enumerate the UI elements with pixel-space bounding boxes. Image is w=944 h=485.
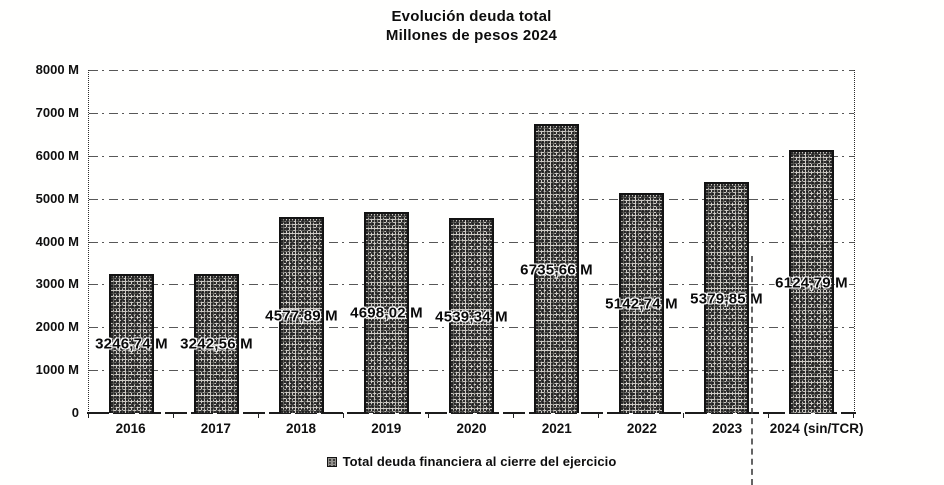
y-axis: 0 1000 M 2000 M 3000 M 4000 M 5000 M 6000 M 700… bbox=[0, 0, 79, 485]
bar-2022: 5142,74 M bbox=[605, 192, 678, 413]
x-axis-tick bbox=[257, 413, 259, 418]
bar-2020: 4539,34 M bbox=[435, 218, 508, 413]
x-tick-label: 2022 bbox=[626, 421, 657, 436]
bar-value-label: 4698,02 M bbox=[350, 304, 423, 322]
y-tick-label: 3000 M bbox=[35, 276, 79, 292]
x-axis-tick bbox=[597, 413, 599, 418]
x-tick-label: 2023 bbox=[712, 421, 743, 436]
x-axis-tick bbox=[767, 413, 769, 418]
plot-area: 3246,74 M 3242,56 M 4577,89 M 4698,02 M 4539… bbox=[87, 70, 856, 418]
x-axis-tick bbox=[513, 413, 514, 418]
x-axis-tick bbox=[427, 413, 429, 418]
gridline bbox=[89, 112, 854, 114]
bar-value-label: 6735,66 M bbox=[520, 261, 593, 279]
y-tick-label: 8000 M bbox=[35, 62, 79, 77]
gridline bbox=[89, 198, 854, 200]
bar-2017: 3242,56 M bbox=[180, 273, 253, 413]
bar-value-label: 3246,74 M bbox=[95, 335, 168, 353]
y-tick-label: 0 bbox=[71, 405, 79, 420]
x-axis-tick bbox=[853, 413, 854, 418]
bar-value-label: 4577,89 M bbox=[265, 307, 338, 325]
bar-2024-sin-tcr-: 6124,79 M bbox=[775, 150, 848, 413]
y-tick-label: 2000 M bbox=[35, 319, 79, 335]
x-tick-label: 2024 (sin/TCR) bbox=[769, 421, 864, 436]
x-axis-tick bbox=[88, 413, 89, 418]
bar-2018: 4577,89 M bbox=[265, 216, 338, 413]
gridline bbox=[89, 155, 854, 157]
bar-value-label: 5379,85 M bbox=[690, 290, 763, 308]
bar-value-label: 4539,34 M bbox=[435, 308, 508, 326]
bar-2016: 3246,74 M bbox=[95, 273, 168, 413]
x-axis: 2016 2017 2018 2019 2020 2021 2022 2023 2024 (si… bbox=[88, 421, 864, 439]
bar-value-label: 3242,56 M bbox=[180, 335, 253, 353]
legend: Total deuda financiera al cierre del eje… bbox=[88, 454, 855, 469]
chart-title-line2: Millones de pesos 2024 bbox=[385, 27, 558, 44]
x-axis-tick bbox=[683, 413, 684, 418]
x-axis-line bbox=[87, 412, 856, 414]
chart-title-line1: Evolución deuda total bbox=[391, 8, 552, 25]
x-tick-label: 2019 bbox=[371, 421, 402, 436]
x-axis-tick bbox=[172, 413, 174, 418]
y-tick-label: 6000 M bbox=[35, 147, 79, 163]
legend-label: Total deuda financiera al cierre del eje… bbox=[342, 454, 617, 469]
y-tick-label: 1000 M bbox=[35, 362, 79, 378]
bar-value-label: 5142,74 M bbox=[605, 295, 678, 313]
hatched-square-icon bbox=[326, 456, 337, 467]
x-axis-tick bbox=[342, 413, 344, 418]
y-tick-label: 5000 M bbox=[35, 190, 79, 206]
x-tick-label: 2018 bbox=[286, 421, 317, 436]
x-tick-label: 2016 bbox=[115, 421, 146, 436]
bar-2023: 5379,85 M bbox=[690, 182, 763, 413]
x-tick-label: 2021 bbox=[541, 421, 572, 436]
x-tick-label: 2020 bbox=[456, 421, 487, 436]
x-tick-label: 2017 bbox=[200, 421, 231, 436]
bar-2021: 6735,66 M bbox=[520, 124, 593, 413]
scan-fold-line bbox=[751, 256, 753, 485]
bar-value-label: 6124,79 M bbox=[775, 274, 848, 292]
bar-2019: 4698,02 M bbox=[350, 211, 423, 413]
chart-title: Evolución deuda total Millones de pesos … bbox=[88, 7, 855, 45]
y-tick-label: 4000 M bbox=[35, 233, 79, 249]
y-tick-label: 7000 M bbox=[35, 104, 79, 120]
gridline bbox=[89, 70, 854, 71]
